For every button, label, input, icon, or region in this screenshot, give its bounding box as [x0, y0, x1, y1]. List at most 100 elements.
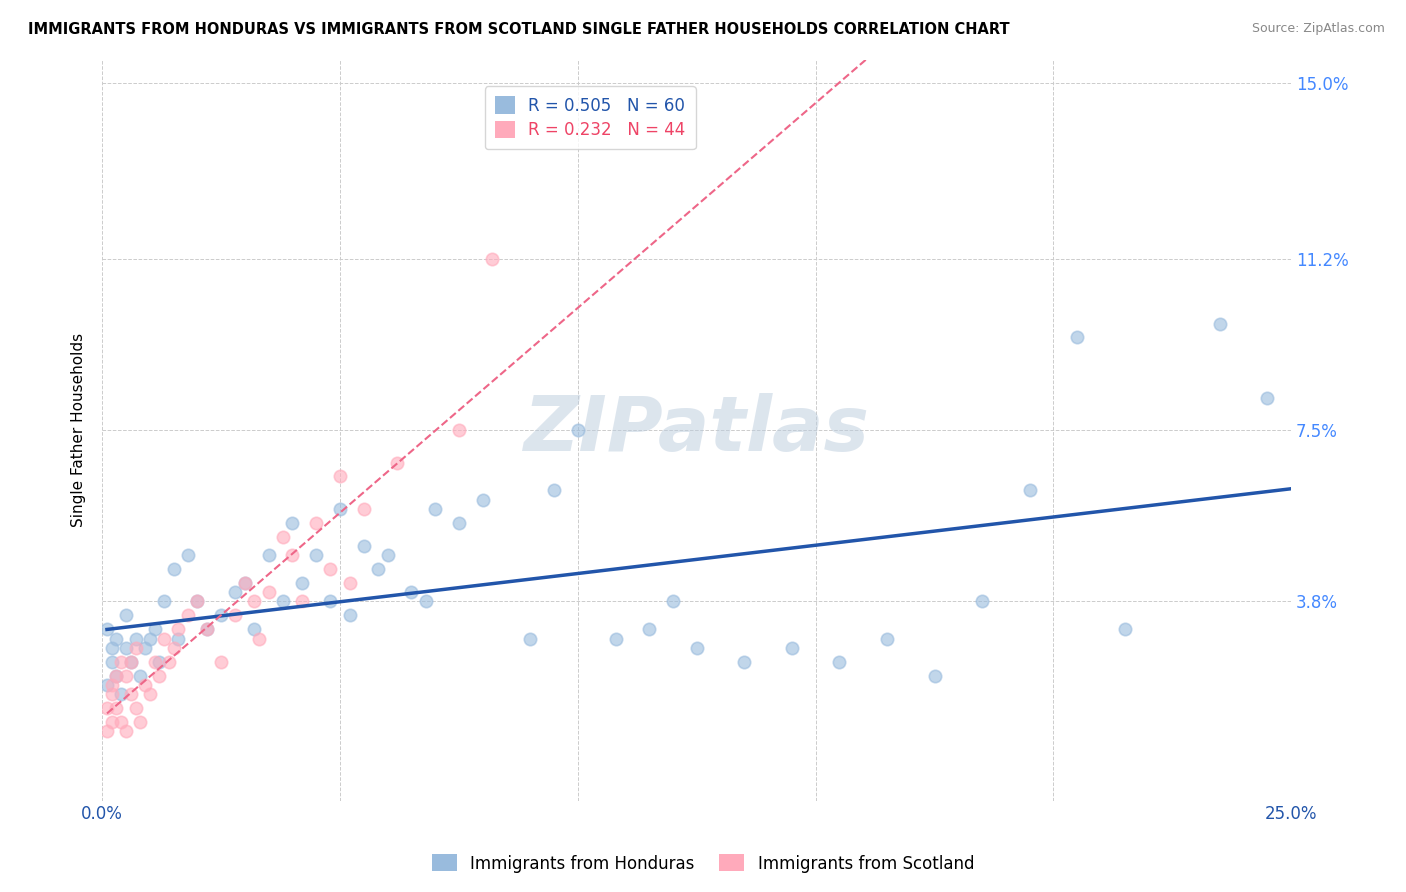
Text: Source: ZipAtlas.com: Source: ZipAtlas.com	[1251, 22, 1385, 36]
Point	[339, 608, 361, 623]
Point	[638, 622, 661, 636]
Point	[100, 655, 122, 669]
Point	[605, 632, 627, 646]
Y-axis label: Single Father Households: Single Father Households	[72, 333, 86, 527]
Point	[329, 469, 352, 483]
Point	[195, 622, 218, 636]
Point	[247, 632, 270, 646]
Point	[233, 576, 256, 591]
Point	[1114, 622, 1136, 636]
Point	[134, 640, 156, 655]
Point	[543, 483, 565, 498]
Point	[415, 594, 437, 608]
Point	[153, 594, 176, 608]
Point	[115, 724, 138, 739]
Point	[1209, 317, 1232, 331]
Point	[281, 516, 304, 530]
Point	[1256, 391, 1278, 405]
Point	[186, 594, 208, 608]
Point	[780, 640, 803, 655]
Point	[129, 668, 152, 682]
Point	[124, 632, 146, 646]
Point	[447, 516, 470, 530]
Point	[139, 632, 162, 646]
Text: IMMIGRANTS FROM HONDURAS VS IMMIGRANTS FROM SCOTLAND SINGLE FATHER HOUSEHOLDS CO: IMMIGRANTS FROM HONDURAS VS IMMIGRANTS F…	[28, 22, 1010, 37]
Point	[120, 687, 142, 701]
Point	[105, 668, 128, 682]
Point	[519, 632, 541, 646]
Point	[224, 608, 246, 623]
Point	[828, 655, 851, 669]
Text: ZIPatlas: ZIPatlas	[523, 393, 870, 467]
Point	[129, 714, 152, 729]
Point	[115, 640, 138, 655]
Point	[291, 576, 314, 591]
Point	[162, 640, 184, 655]
Point	[143, 622, 166, 636]
Point	[271, 530, 294, 544]
Point	[209, 608, 232, 623]
Point	[120, 655, 142, 669]
Point	[124, 701, 146, 715]
Point	[243, 594, 266, 608]
Point	[100, 640, 122, 655]
Point	[733, 655, 755, 669]
Point	[329, 501, 352, 516]
Point	[139, 687, 162, 701]
Point	[662, 594, 685, 608]
Point	[686, 640, 709, 655]
Point	[162, 562, 184, 576]
Point	[105, 701, 128, 715]
Point	[305, 516, 328, 530]
Point	[110, 687, 132, 701]
Point	[96, 701, 118, 715]
Point	[167, 622, 190, 636]
Point	[377, 548, 399, 562]
Point	[157, 655, 180, 669]
Point	[339, 576, 361, 591]
Point	[423, 501, 446, 516]
Point	[271, 594, 294, 608]
Legend: Immigrants from Honduras, Immigrants from Scotland: Immigrants from Honduras, Immigrants fro…	[425, 847, 981, 880]
Point	[177, 548, 200, 562]
Point	[100, 678, 122, 692]
Point	[110, 655, 132, 669]
Point	[367, 562, 389, 576]
Point	[148, 655, 170, 669]
Point	[100, 714, 122, 729]
Point	[100, 687, 122, 701]
Point	[209, 655, 232, 669]
Point	[134, 678, 156, 692]
Point	[120, 655, 142, 669]
Point	[96, 622, 118, 636]
Point	[153, 632, 176, 646]
Point	[970, 594, 993, 608]
Point	[876, 632, 898, 646]
Point	[481, 252, 503, 266]
Point	[291, 594, 314, 608]
Point	[447, 423, 470, 437]
Point	[319, 562, 342, 576]
Point	[105, 668, 128, 682]
Point	[319, 594, 342, 608]
Point	[281, 548, 304, 562]
Point	[96, 678, 118, 692]
Point	[110, 714, 132, 729]
Point	[233, 576, 256, 591]
Point	[305, 548, 328, 562]
Point	[115, 668, 138, 682]
Point	[124, 640, 146, 655]
Point	[257, 548, 280, 562]
Point	[257, 585, 280, 599]
Point	[1018, 483, 1040, 498]
Point	[143, 655, 166, 669]
Legend: R = 0.505   N = 60, R = 0.232   N = 44: R = 0.505 N = 60, R = 0.232 N = 44	[485, 87, 696, 150]
Point	[353, 539, 375, 553]
Point	[177, 608, 200, 623]
Point	[567, 423, 589, 437]
Point	[115, 608, 138, 623]
Point	[105, 632, 128, 646]
Point	[924, 668, 946, 682]
Point	[1066, 330, 1088, 344]
Point	[96, 724, 118, 739]
